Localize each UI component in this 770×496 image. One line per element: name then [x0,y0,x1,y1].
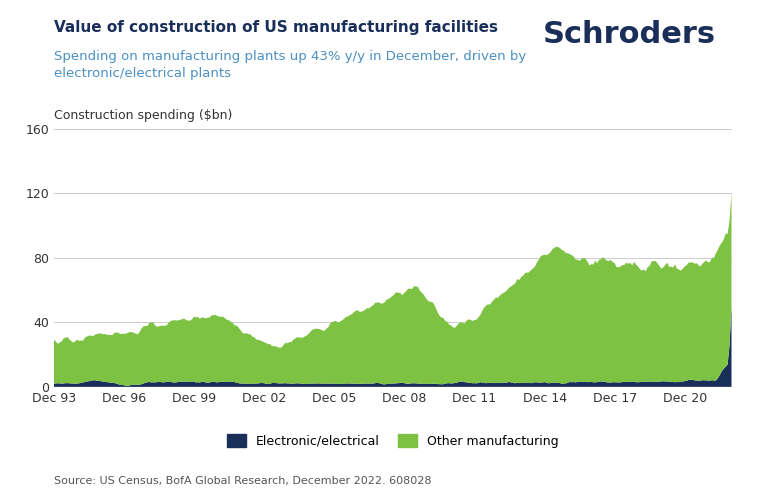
Text: Schroders: Schroders [543,20,716,49]
Legend: Electronic/electrical, Other manufacturing: Electronic/electrical, Other manufacturi… [222,429,564,453]
Text: Spending on manufacturing plants up 43% y/y in December, driven by
electronic/el: Spending on manufacturing plants up 43% … [54,50,526,79]
Text: Source: US Census, BofA Global Research, December 2022. 608028: Source: US Census, BofA Global Research,… [54,476,431,486]
Text: Construction spending ($bn): Construction spending ($bn) [54,109,233,122]
Text: Value of construction of US manufacturing facilities: Value of construction of US manufacturin… [54,20,498,35]
